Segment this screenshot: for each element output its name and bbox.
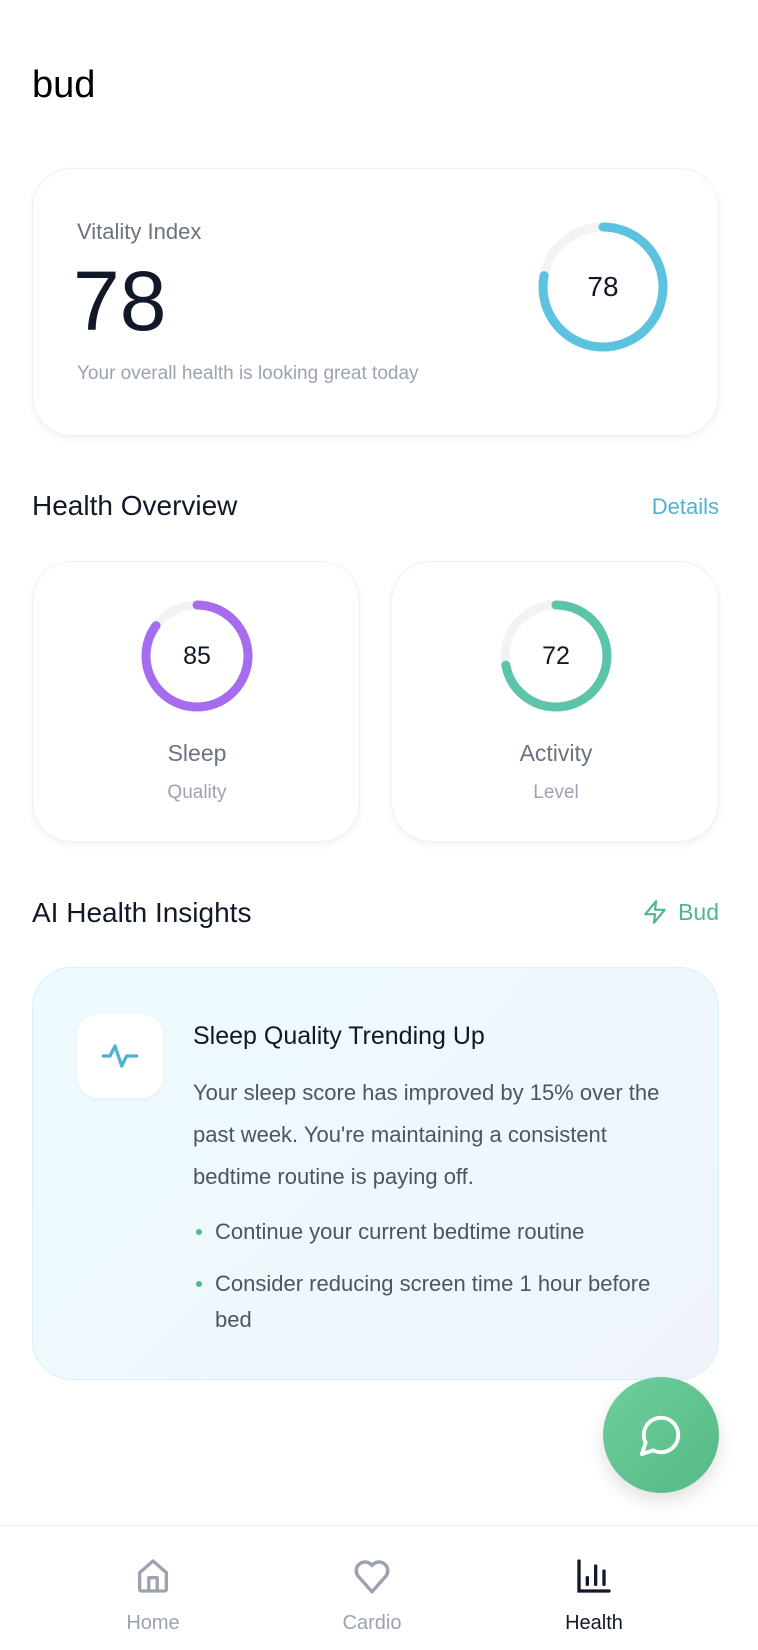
chat-bubble-icon bbox=[639, 1415, 681, 1457]
activity-gauge bbox=[500, 600, 612, 712]
insight-bullet: Continue your current bedtime routine bbox=[196, 1214, 675, 1250]
nav-cardio-label: Cardio bbox=[342, 1612, 402, 1634]
sleep-label: Sleep bbox=[167, 740, 227, 766]
insight-bullet: Consider reducing screen time 1 hour bef… bbox=[196, 1266, 655, 1338]
activity-label: Activity bbox=[519, 740, 593, 766]
insight-card: Sleep Quality Trending Up Your sleep sco… bbox=[32, 967, 719, 1380]
insight-icon-box bbox=[77, 1014, 163, 1098]
details-link[interactable]: Details bbox=[651, 494, 719, 519]
vitality-subtitle: Your overall health is looking great tod… bbox=[77, 363, 419, 384]
bottom-nav bbox=[0, 1525, 758, 1650]
activity-gauge-arc bbox=[500, 600, 612, 712]
nav-home[interactable]: Home bbox=[83, 1555, 223, 1635]
activity-pulse-icon bbox=[101, 1044, 139, 1068]
app-title: bud bbox=[32, 64, 96, 106]
heart-icon bbox=[354, 1560, 390, 1594]
nav-cardio[interactable]: Cardio bbox=[302, 1555, 442, 1635]
nav-health[interactable]: Health bbox=[524, 1555, 664, 1635]
chat-fab[interactable] bbox=[603, 1377, 719, 1493]
insight-title: Sleep Quality Trending Up bbox=[193, 1022, 485, 1050]
sleep-gauge bbox=[141, 600, 253, 712]
vitality-gauge bbox=[538, 222, 668, 352]
vitality-label: Vitality Index bbox=[77, 219, 202, 244]
bar-chart-icon bbox=[577, 1559, 611, 1593]
vitality-card: Vitality Index 78 Your overall health is… bbox=[32, 168, 719, 436]
lightning-icon bbox=[644, 900, 666, 924]
health-overview-title: Health Overview bbox=[32, 490, 238, 521]
bud-badge-label: Bud bbox=[678, 898, 719, 925]
vitality-gauge-value: 78 bbox=[587, 271, 619, 302]
activity-value: 72 bbox=[542, 642, 570, 670]
bud-badge[interactable]: Bud bbox=[642, 898, 719, 926]
nav-health-label: Health bbox=[565, 1612, 623, 1634]
activity-sublabel: Level bbox=[533, 782, 579, 803]
home-icon bbox=[138, 1559, 168, 1593]
sleep-sublabel: Quality bbox=[167, 782, 227, 803]
vitality-gauge-arc bbox=[538, 222, 668, 352]
ai-insights-title: AI Health Insights bbox=[32, 897, 252, 928]
insight-body: Your sleep score has improved by 15% ove… bbox=[193, 1080, 660, 1189]
vitality-value: 78 bbox=[73, 254, 167, 348]
sleep-card[interactable]: 85 Sleep Quality bbox=[32, 561, 360, 842]
sleep-gauge-arc bbox=[141, 600, 253, 712]
nav-home-label: Home bbox=[126, 1612, 180, 1634]
sleep-value: 85 bbox=[183, 642, 211, 670]
activity-card[interactable]: 72 Activity Level bbox=[391, 561, 719, 842]
